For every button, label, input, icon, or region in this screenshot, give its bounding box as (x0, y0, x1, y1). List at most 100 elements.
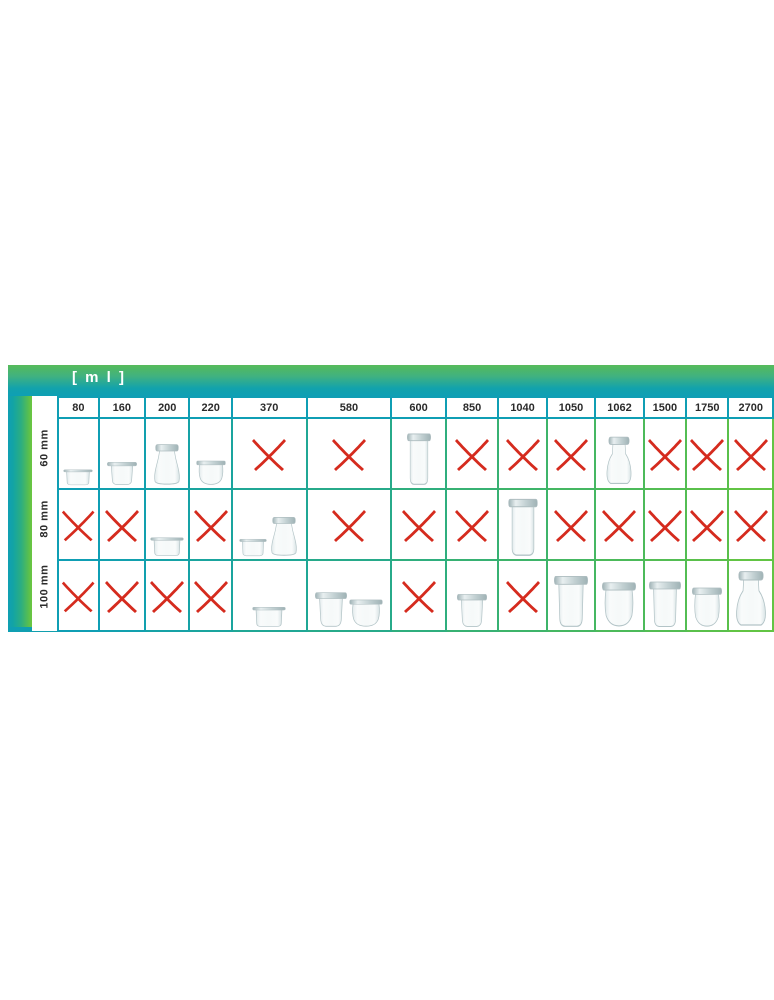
glass-jar-icon (150, 531, 184, 557)
cell-unavailable-80-mm-1050 (545, 488, 597, 561)
row-header-60-mm: 60 mm (32, 418, 59, 489)
left-gradient-spine (8, 396, 32, 631)
cell-unavailable-60-mm-1750 (685, 417, 730, 490)
glass-jar-icon (733, 568, 769, 628)
column-header-row: 80 160 200 220 370 580 600 850 1040 1050 1062 1500 1… (32, 396, 774, 419)
cell-jar-60-mm-160 (97, 417, 147, 490)
cell-unavailable-100-mm-80 (57, 559, 100, 632)
glass-jar-icon (602, 576, 637, 628)
glass-jar-icon (152, 440, 182, 486)
matrix-row-60-mm: 60 mm (32, 417, 774, 490)
corner-cell (32, 397, 59, 418)
cell-jar-60-mm-600 (390, 417, 447, 490)
cell-unavailable-60-mm-580 (305, 417, 393, 490)
cell-jar-100-mm-850 (444, 559, 500, 632)
cell-unavailable-80-mm-80 (57, 488, 100, 561)
cell-unavailable-100-mm-1040 (497, 559, 548, 632)
cell-jar-pair-80-mm-370 (230, 488, 308, 561)
column-header-370: 370 (230, 396, 308, 419)
x-mark-icon (647, 510, 682, 542)
cell-unavailable-100-mm-600 (390, 559, 447, 632)
cell-unavailable-100-mm-200 (144, 559, 191, 632)
glass-jar-icon (239, 533, 267, 557)
matrix-row-80-mm: 80 mm (32, 488, 774, 561)
column-header-1750: 1750 (685, 396, 730, 419)
row-header-label: 100 mm (38, 564, 51, 609)
column-header-1062: 1062 (594, 396, 645, 419)
x-mark-icon (455, 510, 490, 542)
x-mark-icon (104, 510, 139, 542)
cell-unavailable-60-mm-1050 (545, 417, 597, 490)
x-mark-icon (602, 510, 637, 542)
cell-unavailable-80-mm-850 (444, 488, 500, 561)
glass-jar-icon (349, 592, 383, 628)
row-header-label: 80 mm (38, 499, 51, 538)
units-label: [ m l ] (72, 369, 126, 386)
glass-jar-icon (252, 600, 286, 628)
cell-jar-pair-100-mm-580 (305, 559, 393, 632)
x-mark-icon (647, 439, 682, 471)
cell-jar-60-mm-80 (57, 417, 100, 490)
glass-jar-icon (507, 495, 539, 557)
cell-jar-60-mm-220 (188, 417, 233, 490)
jar-size-matrix: [ m l ] 80 160 200 220 370 580 600 850 1040 1050 1… (8, 365, 774, 633)
column-header-1500: 1500 (642, 396, 688, 419)
cell-jar-60-mm-1062 (594, 417, 645, 490)
column-header-580: 580 (305, 396, 393, 419)
glass-jar-icon (554, 572, 588, 628)
cell-unavailable-60-mm-2700 (727, 417, 774, 490)
x-mark-icon (62, 510, 95, 542)
glass-jar-icon (692, 582, 723, 628)
cell-unavailable-60-mm-1040 (497, 417, 548, 490)
glass-jar-icon (269, 513, 299, 557)
cell-jar-100-mm-1050 (545, 559, 597, 632)
column-header-80: 80 (57, 396, 100, 419)
x-mark-icon (62, 581, 95, 613)
cell-unavailable-60-mm-370 (230, 417, 308, 490)
glass-jar-icon (406, 430, 432, 486)
matrix-body: 60 mm 80 mm 100 mm (32, 417, 774, 632)
x-mark-icon (193, 581, 228, 613)
x-mark-icon (505, 439, 540, 471)
column-header-1040: 1040 (497, 396, 548, 419)
glass-jar-icon (196, 454, 226, 486)
column-header-220: 220 (188, 396, 233, 419)
glass-jar-icon (457, 588, 488, 628)
cell-unavailable-80-mm-220 (188, 488, 233, 561)
matrix-row-100-mm: 100 mm (32, 559, 774, 632)
cell-jar-100-mm-2700 (727, 559, 774, 632)
x-mark-icon (252, 439, 287, 471)
cell-unavailable-80-mm-580 (305, 488, 393, 561)
glass-jar-icon (63, 464, 94, 486)
x-mark-icon (733, 510, 768, 542)
cell-unavailable-80-mm-1062 (594, 488, 645, 561)
x-mark-icon (455, 439, 490, 471)
row-header-label: 60 mm (38, 428, 51, 467)
cell-unavailable-100-mm-160 (97, 559, 147, 632)
cell-unavailable-80-mm-1750 (685, 488, 730, 561)
column-header-850: 850 (444, 396, 500, 419)
x-mark-icon (104, 581, 139, 613)
column-header-160: 160 (97, 396, 147, 419)
x-mark-icon (733, 439, 768, 471)
x-mark-icon (193, 510, 228, 542)
glass-jar-icon (604, 434, 634, 486)
cell-unavailable-60-mm-1500 (642, 417, 688, 490)
cell-unavailable-60-mm-850 (444, 417, 500, 490)
x-mark-icon (690, 510, 725, 542)
cell-unavailable-80-mm-160 (97, 488, 147, 561)
column-header-1050: 1050 (545, 396, 597, 419)
matrix-table: 80 160 200 220 370 580 600 850 1040 1050 1062 1500 1… (32, 396, 774, 632)
row-header-100-mm: 100 mm (32, 560, 59, 631)
x-mark-icon (150, 581, 185, 613)
cell-jar-100-mm-1500 (642, 559, 688, 632)
cell-unavailable-80-mm-1500 (642, 488, 688, 561)
x-mark-icon (401, 510, 436, 542)
glass-jar-icon (106, 456, 137, 486)
x-mark-icon (554, 439, 588, 471)
row-header-80-mm: 80 mm (32, 489, 59, 560)
x-mark-icon (401, 581, 436, 613)
cell-jar-100-mm-370 (230, 559, 308, 632)
column-header-200: 200 (144, 396, 191, 419)
cell-jar-80-mm-1040 (497, 488, 548, 561)
